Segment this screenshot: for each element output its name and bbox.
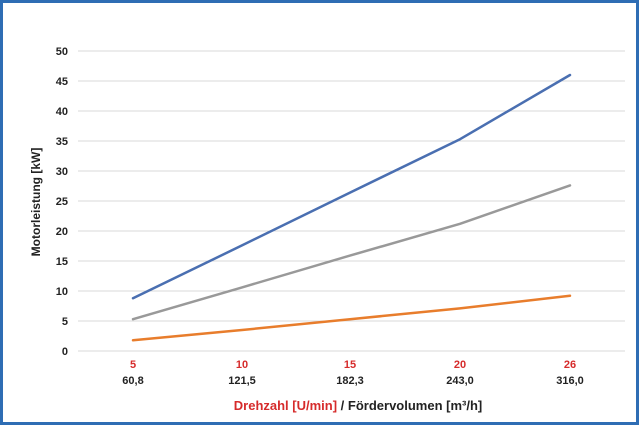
series-line-3 bbox=[131, 294, 572, 342]
series-group bbox=[131, 73, 572, 342]
y-tick-label-25: 25 bbox=[56, 196, 68, 208]
y-tick-label-45: 45 bbox=[56, 76, 68, 88]
y-tick-label-20: 20 bbox=[56, 226, 68, 238]
x-axis-ticks: 5 60,8 10 121,5 15 182,3 20 243,0 26 316,0 bbox=[122, 359, 583, 387]
y-axis-label: Motorleistung [kW] bbox=[29, 148, 43, 257]
x-tick-label-secondary-2: 121,5 bbox=[228, 375, 256, 387]
y-tick-label-30: 30 bbox=[56, 166, 68, 178]
x-axis-label-secondary: / Fördervolumen [m³/h] bbox=[337, 398, 482, 413]
x-tick-label-secondary-5: 316,0 bbox=[556, 375, 584, 387]
y-tick-label-35: 35 bbox=[56, 136, 68, 148]
series-line-2 bbox=[131, 184, 572, 321]
x-tick-label-15: 15 bbox=[344, 359, 356, 371]
grid bbox=[78, 50, 625, 352]
y-axis-ticks: 0 5 10 15 20 25 30 35 40 45 50 bbox=[56, 46, 68, 358]
x-tick-label-20: 20 bbox=[454, 359, 466, 371]
y-tick-label-40: 40 bbox=[56, 106, 68, 118]
x-tick-label-secondary-1: 60,8 bbox=[122, 375, 143, 387]
x-axis-label-primary: Drehzahl [U/min] bbox=[234, 398, 337, 413]
y-tick-label-5: 5 bbox=[62, 316, 68, 328]
x-tick-label-10: 10 bbox=[236, 359, 248, 371]
x-tick-label-secondary-3: 182,3 bbox=[336, 375, 364, 387]
series-line-1 bbox=[131, 73, 572, 300]
x-tick-label-5: 5 bbox=[130, 359, 136, 371]
y-tick-label-15: 15 bbox=[56, 256, 68, 268]
y-tick-label-50: 50 bbox=[56, 46, 68, 58]
x-axis-label: Drehzahl [U/min] / Fördervolumen [m³/h] bbox=[234, 398, 482, 413]
x-tick-label-26: 26 bbox=[564, 359, 576, 371]
y-tick-label-0: 0 bbox=[62, 346, 68, 358]
x-tick-label-secondary-4: 243,0 bbox=[446, 375, 474, 387]
y-tick-label-10: 10 bbox=[56, 286, 68, 298]
